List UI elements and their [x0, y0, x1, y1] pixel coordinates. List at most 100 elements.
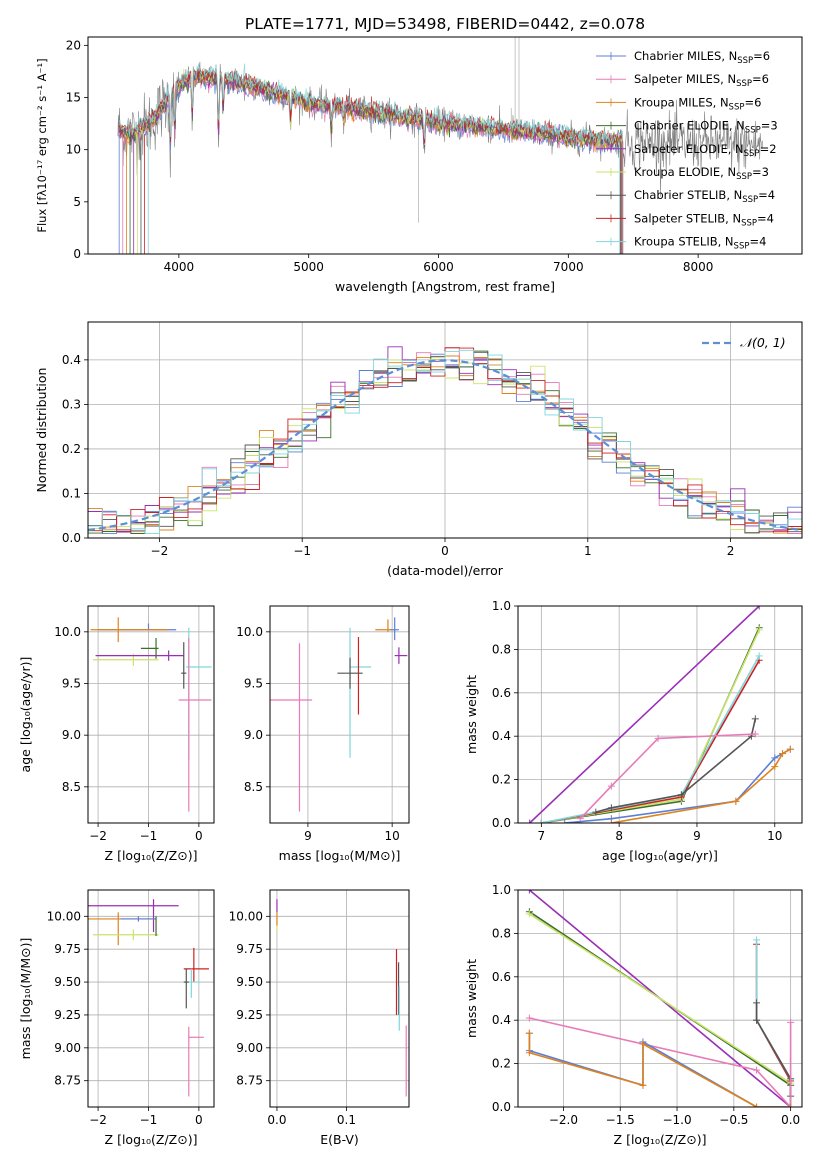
y-tick-label: 9.5 — [62, 677, 81, 691]
y-tick-label: 15 — [66, 91, 81, 105]
y-tick-label: 0.0 — [492, 816, 511, 830]
legend-entry: Kroupa STELIB, NSSP=4 — [634, 235, 766, 252]
y-tick-label: 1.0 — [492, 883, 511, 897]
panel-massweight-vs-Z: −2.0 −1.5 −1.0 −0.5 0.0 0.0 0.2 0.4 0.6 0.8 1.0 Z [… — [464, 883, 803, 1147]
legend-subscript: SSP — [745, 126, 761, 136]
legend-subscript: SSP — [729, 102, 745, 112]
y-axis-label: age [log₁₀(age/yr)] — [18, 657, 33, 773]
legend-tail: =6 — [752, 72, 769, 86]
y-tick-label: 9.00 — [236, 1041, 263, 1055]
x-axis-label: Z [log₁₀(Z/Z⊙)] — [105, 1132, 198, 1147]
y-tick-label: 9.25 — [54, 1008, 81, 1022]
residual-histogram — [88, 349, 802, 538]
y-tick-label: 0.4 — [492, 1013, 511, 1027]
x-axis-label: mass [log₁₀(M/M⊙)] — [279, 848, 401, 863]
y-tick-label: 9.25 — [236, 1008, 263, 1022]
plot-area — [88, 346, 802, 538]
panel-mass-vs-ebv: 0.0 0.1 8.75 9.00 9.25 9.50 9.75 10.00 E(B-V) — [229, 889, 410, 1147]
x-tick-label: 8000 — [683, 260, 714, 274]
mass-weight-line — [528, 911, 792, 1107]
legend-entry: Salpeter ELODIE, NSSP=2 — [634, 142, 777, 159]
x-tick-label: 0.0 — [781, 1113, 800, 1127]
legend-entry: Salpeter STELIB, NSSP=4 — [634, 211, 774, 228]
y-tick-label: 0.4 — [62, 353, 81, 367]
y-tick-label: 9.5 — [244, 677, 263, 691]
legend-text: Chabrier STELIB, N — [634, 188, 742, 202]
y-tick-label: 0.1 — [62, 486, 81, 500]
legend-text: Salpeter ELODIE, N — [634, 142, 744, 156]
plot-area — [88, 899, 209, 1097]
x-tick-label: 5000 — [293, 260, 324, 274]
x-tick-label: 9 — [304, 829, 312, 843]
y-tick-label: 1.0 — [492, 599, 511, 613]
legend-text: Salpeter STELIB, N — [634, 211, 741, 225]
plot-area — [117, 37, 764, 254]
mass-weight-line — [541, 627, 760, 823]
y-tick-label: 0.2 — [492, 1057, 511, 1071]
panel-mass-vs-Z: −2 −1 0 8.75 9.00 9.25 9.50 9.75 10.00 Z [log₁₀(Z… — [18, 889, 215, 1147]
x-tick-label: −0.5 — [719, 1113, 748, 1127]
x-axis-label: Z [log₁₀(Z/Z⊙)] — [105, 848, 198, 863]
legend-subscript: SSP — [737, 56, 753, 66]
legend-text: Salpeter MILES, N — [634, 72, 736, 86]
x-tick-label: 10 — [767, 829, 782, 843]
mass-weight-line — [579, 733, 756, 820]
y-tick-label: 10.0 — [54, 625, 81, 639]
x-tick-label: −1.0 — [662, 1113, 691, 1127]
legend-subscript: SSP — [742, 195, 758, 205]
x-tick-label: 0.1 — [337, 1113, 356, 1127]
panel-age-vs-Z: −2 −1 0 8.5 9.0 9.5 10.0 Z [log₁₀(Z/Z⊙)] age [lo… — [18, 605, 215, 863]
mass-weight-line — [528, 1033, 791, 1107]
y-axis-label: mass weight — [464, 959, 479, 1038]
axes-frame — [87, 605, 215, 824]
x-axis-label: age [log₁₀(age/yr)] — [602, 848, 718, 863]
legend-subscript: SSP — [741, 218, 757, 228]
plot-area — [526, 606, 794, 823]
y-tick-label: 9.0 — [62, 728, 81, 742]
legend-subscript: SSP — [734, 242, 750, 252]
axes-frame — [87, 889, 215, 1108]
x-tick-label: 0 — [195, 1113, 203, 1127]
y-axis-label: Flux [fλ10⁻¹⁷ erg cm⁻² s⁻¹ A⁻¹] — [35, 58, 49, 232]
x-axis-label: (data-model)/error — [387, 563, 504, 578]
x-tick-label: −1 — [293, 544, 311, 558]
x-tick-label: 1 — [584, 544, 592, 558]
legend-tail: =4 — [758, 188, 775, 202]
x-tick-label: 9 — [693, 829, 701, 843]
normal-curve — [88, 359, 802, 532]
mass-weight-line — [541, 655, 760, 823]
legend-subscript: SSP — [744, 149, 760, 159]
y-tick-label: 10 — [66, 143, 81, 157]
legend-tail: =4 — [749, 235, 766, 249]
y-tick-label: 9.50 — [236, 975, 263, 989]
panel-spectrum: 4000 5000 6000 7000 8000 0 5 10 15 20 wavelength [… — [35, 36, 803, 294]
mass-weight-line — [529, 606, 760, 823]
y-tick-label: 9.75 — [54, 942, 81, 956]
axes-frame — [517, 605, 803, 824]
legend-entry: Kroupa MILES, NSSP=6 — [634, 95, 761, 112]
plot-area — [90, 617, 212, 812]
x-tick-label: −2 — [151, 544, 169, 558]
y-tick-label: 8.5 — [244, 780, 263, 794]
y-tick-label: 0.2 — [62, 442, 81, 456]
axes-frame — [87, 36, 803, 255]
mass-weight-line — [541, 659, 760, 823]
y-tick-label: 9.0 — [244, 728, 263, 742]
plot-area — [525, 890, 795, 1107]
axes-frame — [269, 889, 410, 1108]
x-tick-label: 0 — [195, 829, 203, 843]
figure-title: PLATE=1771, MJD=53498, FIBERID=0442, z=0… — [245, 15, 645, 33]
legend-text: Kroupa MILES, N — [634, 95, 729, 109]
legend-entry: Chabrier MILES, NSSP=6 — [634, 49, 770, 66]
legend-text: Kroupa STELIB, N — [634, 235, 734, 249]
y-tick-label: 0 — [73, 247, 81, 261]
legend-entry: Chabrier STELIB, NSSP=4 — [634, 188, 775, 205]
legend-tail: =3 — [752, 165, 769, 179]
y-tick-label: 0.2 — [492, 773, 511, 787]
x-tick-label: 10 — [385, 829, 400, 843]
y-tick-label: 8.75 — [236, 1074, 263, 1088]
x-tick-label: 7 — [538, 829, 546, 843]
legend-subscript: SSP — [736, 79, 752, 89]
x-axis-label: E(B-V) — [320, 1132, 359, 1147]
y-tick-label: 0.6 — [492, 970, 511, 984]
